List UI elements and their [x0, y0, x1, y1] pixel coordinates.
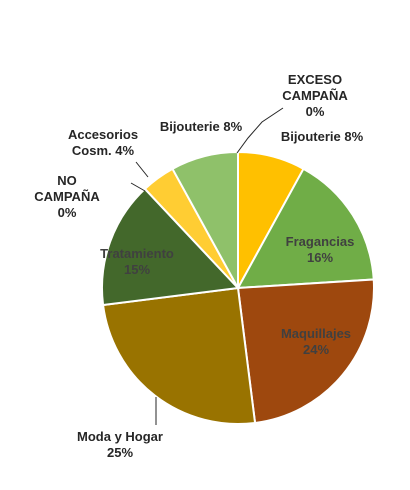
leader-line-exceso-campaña-0	[236, 107, 284, 154]
leader-line-accesorios-cosm-7	[135, 161, 149, 178]
slice-label-bijouterie-1: Bijouterie 8%	[281, 129, 364, 144]
slice-label-bijouterie-8: Bijouterie 8%	[160, 119, 243, 134]
pie-slices	[101, 150, 375, 425]
pie-slice-tratamiento-5	[101, 187, 241, 307]
pie-slice-maquillajes-3	[236, 278, 375, 425]
leader-lines	[130, 107, 284, 425]
slice-label-accesorios-cosm-7: Accesorios Cosm. 4%	[68, 127, 138, 158]
slice-label-moda-y-hogar-4: Moda y Hogar 25%	[77, 429, 163, 460]
slice-labels: EXCESO CAMPAÑA 0% Bijouterie 8% Fragancias 16…	[34, 72, 363, 460]
pie-slice-moda-y-hogar-4	[101, 286, 257, 425]
leader-line-no-campaña-6	[130, 182, 146, 192]
slice-label-maquillajes-3: Maquillajes 24%	[281, 326, 351, 357]
slice-label-no-campaña-6: NO CAMPAÑA 0%	[34, 173, 100, 220]
slice-label-tratamiento-5: Tratamiento 15%	[100, 246, 174, 277]
slice-label-fragancias-2: Fragancias 16%	[286, 234, 355, 265]
slice-label-exceso-campaña-0: EXCESO CAMPAÑA 0%	[282, 72, 348, 119]
pie-slice-fragancias-2	[236, 167, 375, 290]
